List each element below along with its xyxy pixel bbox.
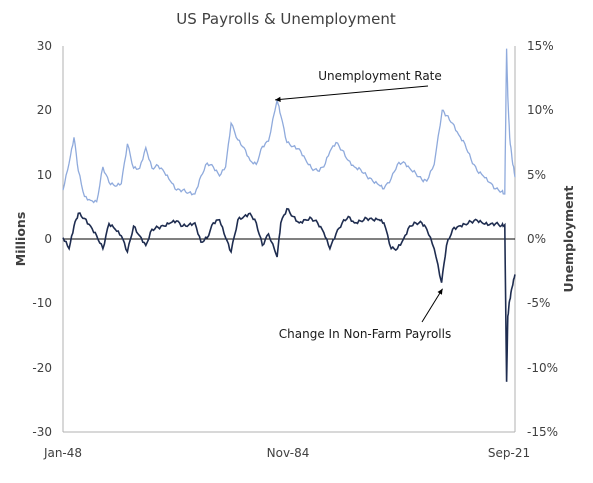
annotation-arrow-unemployment bbox=[275, 85, 429, 101]
right-axis-label: Unemployment bbox=[561, 186, 576, 293]
annotation-non-farm-payrolls: Change In Non-Farm Payrolls bbox=[279, 327, 451, 341]
left-axis-ticks: 30 20 10 0 -10 -20 -30 bbox=[32, 39, 52, 439]
right-axis-ticks: 15% 10% 5% 0% -5% -10% -15% bbox=[527, 39, 558, 439]
right-tick-label: 5% bbox=[527, 168, 546, 182]
right-tick-label: 0% bbox=[527, 232, 546, 246]
left-tick-label: 30 bbox=[37, 39, 52, 53]
series-line-non-farm-payrolls bbox=[62, 207, 516, 382]
left-tick-label: 20 bbox=[37, 103, 52, 117]
chart-title: US Payrolls & Unemployment bbox=[176, 10, 396, 28]
left-tick-label: 10 bbox=[37, 168, 52, 182]
annotation-arrow-payrolls bbox=[421, 288, 443, 323]
annotation-arrowhead-payrolls bbox=[437, 288, 443, 295]
left-axis-label: Millions bbox=[13, 212, 28, 267]
right-tick-label: 10% bbox=[527, 103, 554, 117]
annotation-unemployment-rate: Unemployment Rate bbox=[318, 69, 442, 83]
left-tick-label: -20 bbox=[32, 361, 52, 375]
right-tick-label: 15% bbox=[527, 39, 554, 53]
left-tick-label: -30 bbox=[32, 425, 52, 439]
left-tick-label: 0 bbox=[44, 232, 52, 246]
left-tick-label: -10 bbox=[32, 296, 52, 310]
right-tick-label: -5% bbox=[527, 296, 550, 310]
x-tick-label: Nov-84 bbox=[267, 446, 310, 460]
right-tick-label: -10% bbox=[527, 361, 558, 375]
x-tick-label: Jan-48 bbox=[43, 446, 82, 460]
x-tick-label: Sep-21 bbox=[488, 446, 530, 460]
annotation-arrowhead-unemployment bbox=[275, 96, 281, 103]
series-line-unemployment-rate bbox=[62, 48, 516, 204]
right-tick-label: -15% bbox=[527, 425, 558, 439]
